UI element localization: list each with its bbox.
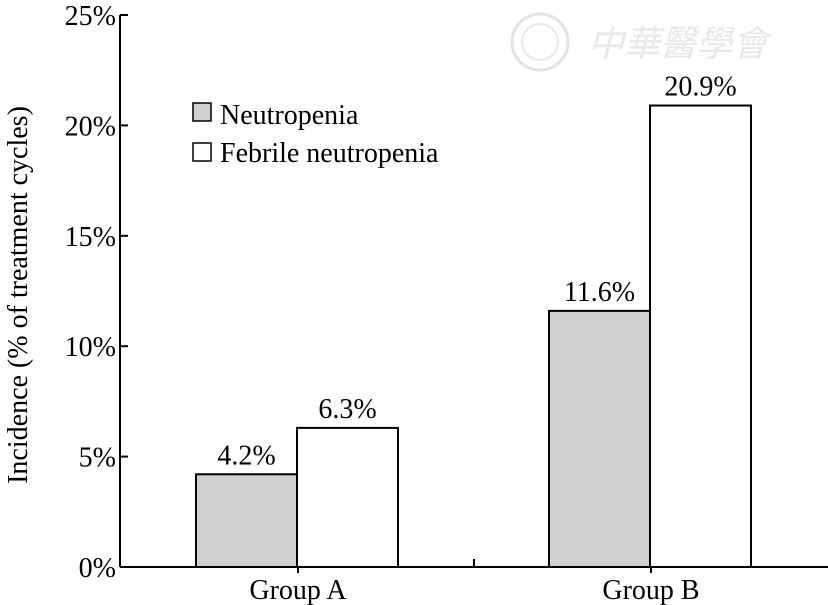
- y-axis-ticks: 0% 5% 10% 15% 20% 25%: [65, 1, 128, 584]
- bar-neutropenia-group-b: [548, 309, 651, 568]
- y-tick-label: 20%: [65, 111, 116, 142]
- y-tick-label: 5%: [79, 443, 116, 474]
- x-category-label: Group A: [249, 575, 347, 605]
- legend-label-febrile-neutropenia: Febrile neutropenia: [220, 138, 439, 169]
- legend-swatch-neutropenia: [192, 102, 212, 122]
- x-category-label: Group B: [602, 575, 699, 605]
- y-tick-label: 25%: [65, 1, 116, 32]
- data-labels: 4.2% 6.3% 11.6% 20.9%: [217, 72, 736, 472]
- y-tick-label: 10%: [65, 332, 116, 363]
- bar-neutropenia-group-a: [195, 473, 298, 569]
- watermark: 中華醫學會: [510, 12, 773, 72]
- y-tick-label: 15%: [65, 222, 116, 253]
- data-label: 4.2%: [217, 440, 275, 471]
- legend: Neutropenia Febrile neutropenia: [192, 100, 439, 169]
- data-label: 6.3%: [318, 394, 376, 425]
- data-label: 20.9%: [664, 72, 736, 103]
- y-axis-title: Incidence (% of treatment cycles): [3, 106, 34, 484]
- y-tick-label: 0%: [79, 553, 116, 584]
- bar-febrile-neutropenia-group-a: [296, 426, 399, 568]
- legend-swatch-febrile-neutropenia: [192, 142, 212, 162]
- legend-label-neutropenia: Neutropenia: [220, 100, 359, 131]
- data-label: 11.6%: [564, 277, 635, 308]
- x-axis-ticks: Group A Group B: [249, 559, 700, 605]
- watermark-text: 中華醫學會: [588, 24, 773, 65]
- bars: [195, 104, 752, 569]
- bar-febrile-neutropenia-group-b: [649, 104, 752, 568]
